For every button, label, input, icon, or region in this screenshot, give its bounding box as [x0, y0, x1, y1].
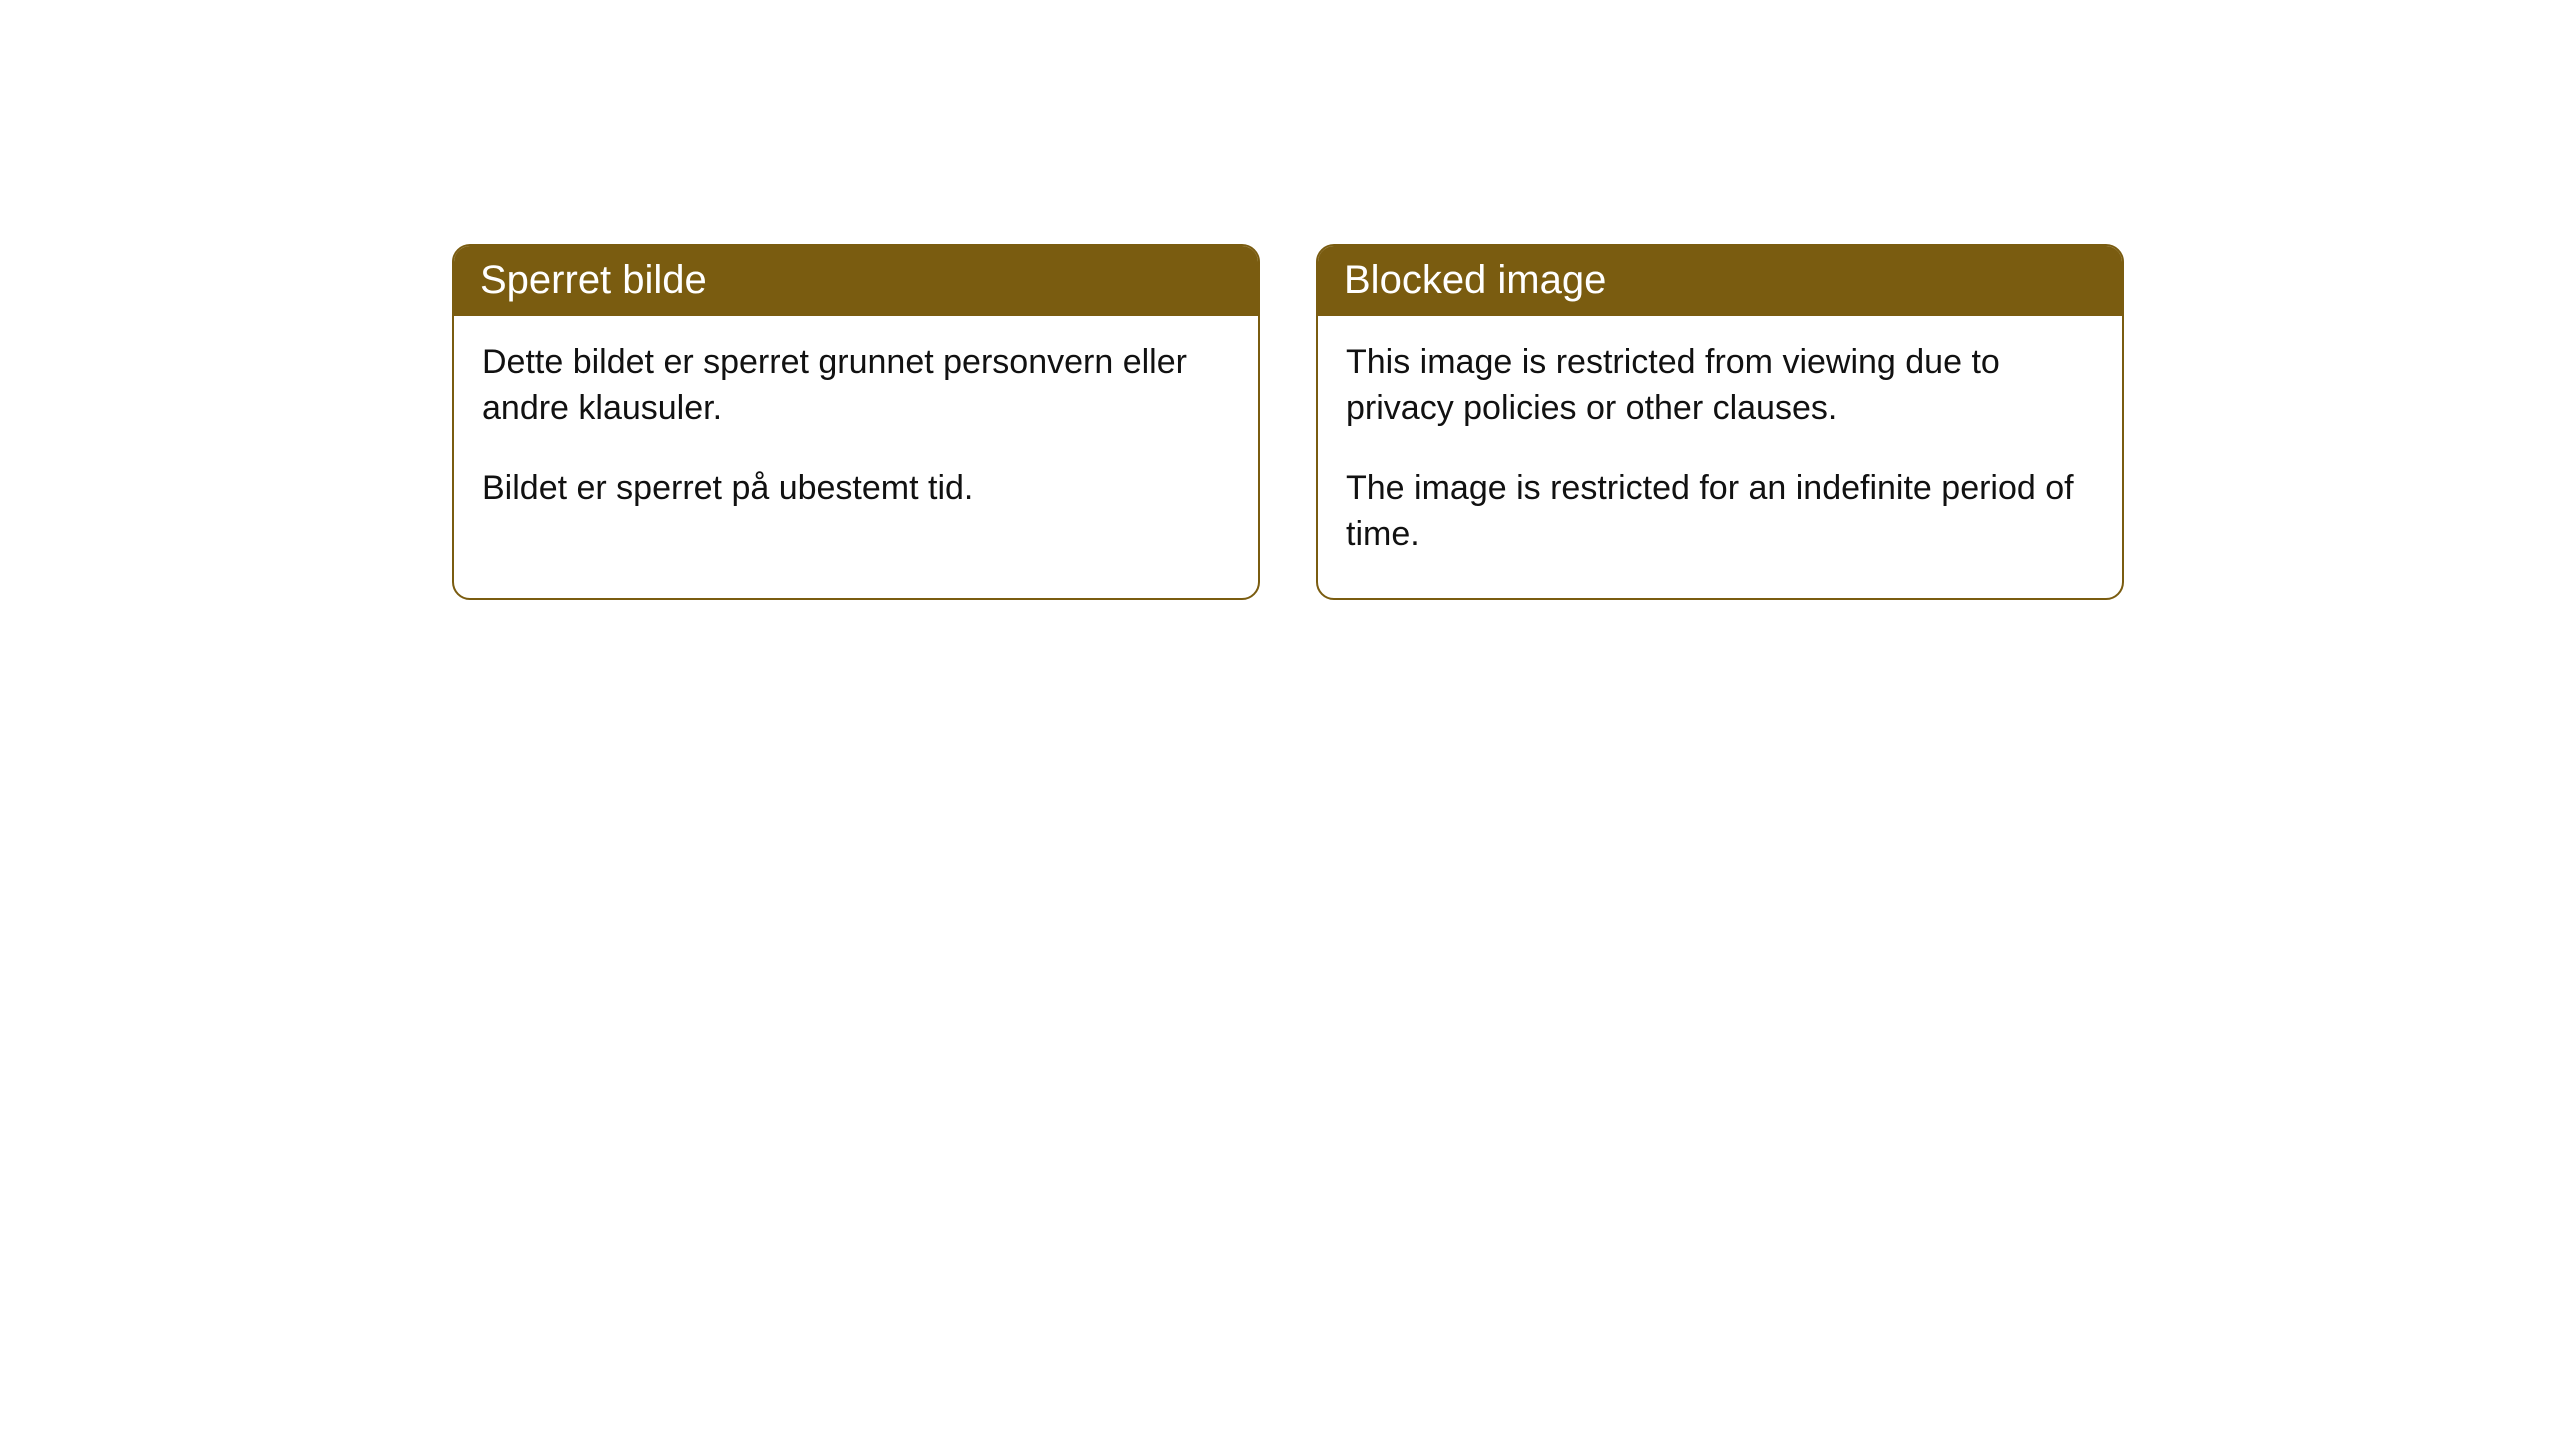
card-body-no: Dette bildet er sperret grunnet personve…: [454, 316, 1258, 552]
card-text-no-2: Bildet er sperret på ubestemt tid.: [482, 466, 1230, 512]
card-header-no: Sperret bilde: [454, 246, 1258, 316]
card-text-en-2: The image is restricted for an indefinit…: [1346, 466, 2094, 558]
card-text-no-1: Dette bildet er sperret grunnet personve…: [482, 340, 1230, 432]
card-text-en-1: This image is restricted from viewing du…: [1346, 340, 2094, 432]
cards-container: Sperret bilde Dette bildet er sperret gr…: [0, 0, 2560, 600]
blocked-image-card-en: Blocked image This image is restricted f…: [1316, 244, 2124, 600]
blocked-image-card-no: Sperret bilde Dette bildet er sperret gr…: [452, 244, 1260, 600]
card-body-en: This image is restricted from viewing du…: [1318, 316, 2122, 598]
card-header-en: Blocked image: [1318, 246, 2122, 316]
